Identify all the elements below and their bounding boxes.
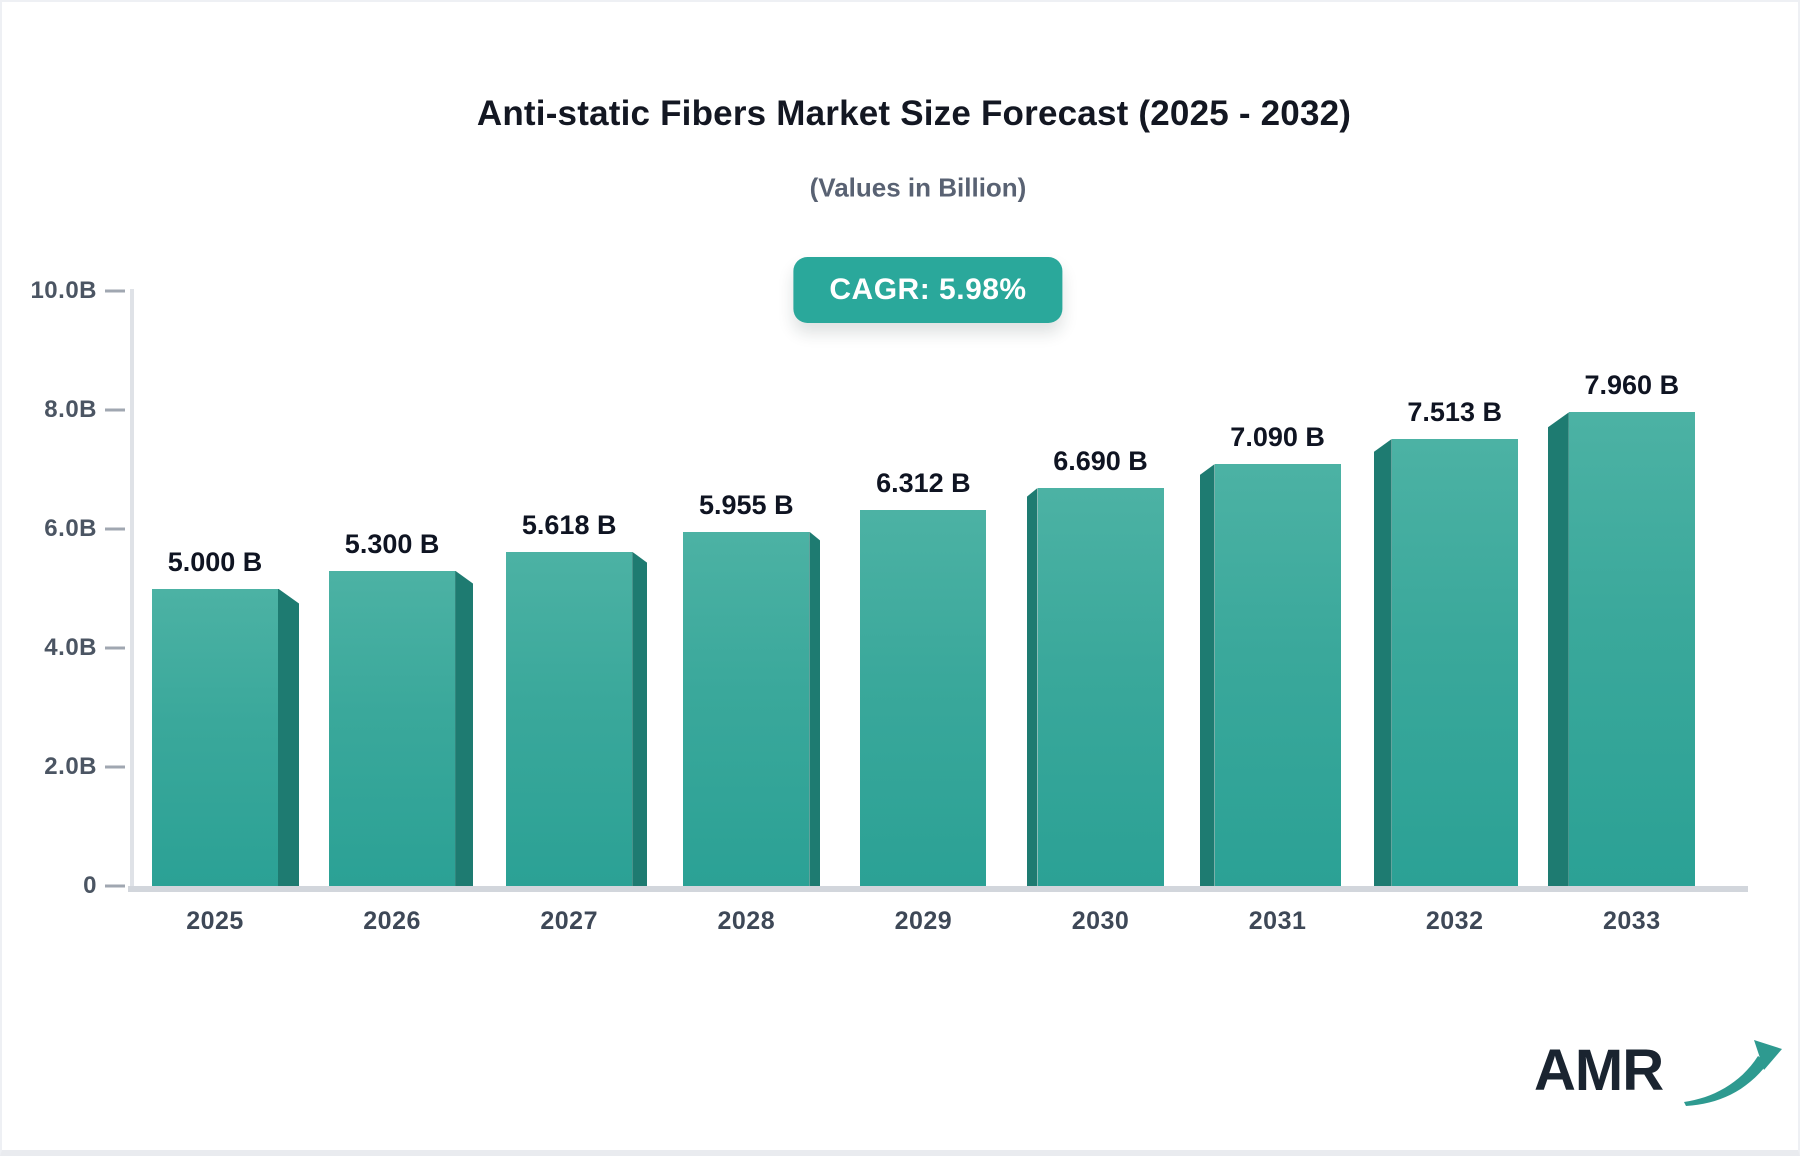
- x-axis-label-2030: 2030: [1071, 907, 1130, 935]
- x-axis-baseline: [128, 886, 1748, 892]
- bar-2027: [506, 551, 633, 886]
- y-tick-mark: [105, 765, 125, 769]
- bar-side-face: [1026, 487, 1038, 886]
- bar-2032: [1391, 438, 1518, 886]
- bar-value-label: 5.000 B: [167, 546, 263, 577]
- bar-value-label: 7.090 B: [1230, 422, 1325, 453]
- bar-value-label: 7.513 B: [1407, 396, 1502, 427]
- y-tick-label: 0: [83, 872, 97, 899]
- y-tick-mark: [105, 646, 125, 650]
- bar-value-label: 5.300 B: [344, 528, 440, 559]
- bar-value-label: 6.312 B: [876, 468, 971, 499]
- x-axis-label-2033: 2033: [1602, 907, 1661, 935]
- y-tick-label: 8.0B: [44, 396, 97, 423]
- bar-side-face: [1373, 438, 1392, 886]
- bar-2030: [1037, 487, 1164, 886]
- bar-2029: [860, 510, 987, 886]
- y-tick-label: 6.0B: [44, 515, 97, 542]
- y-tick-label: 10.0B: [30, 277, 97, 304]
- amr-logo-text: AMR: [1534, 1038, 1664, 1103]
- bar-value-label: 6.690 B: [1053, 445, 1148, 476]
- x-axis-label-2025: 2025: [186, 907, 244, 935]
- cagr-badge: CAGR: 5.98%: [793, 257, 1063, 323]
- y-tick-label: 4.0B: [44, 634, 97, 661]
- y-axis-line: [130, 289, 134, 886]
- y-tick-label: 2.0B: [44, 753, 97, 780]
- x-axis-label-2032: 2032: [1425, 907, 1484, 935]
- bar-2025: [152, 588, 278, 886]
- x-axis-label-2028: 2028: [717, 907, 776, 935]
- y-tick-mark: [105, 884, 125, 888]
- x-axis-label-2026: 2026: [363, 907, 421, 935]
- bar-2026: [329, 570, 456, 886]
- bar-side-face: [1547, 412, 1569, 886]
- chart-subtitle: (Values in Billion): [809, 172, 1027, 203]
- y-tick-mark: [105, 527, 125, 531]
- bar-side-face: [1199, 464, 1215, 886]
- y-tick-mark: [105, 408, 125, 412]
- x-axis-label-2031: 2031: [1248, 907, 1307, 935]
- chart-title: Anti-static Fibers Market Size Forecast …: [476, 94, 1352, 133]
- bar-side-face: [278, 588, 299, 886]
- amr-logo: AMR: [1534, 1038, 1782, 1122]
- bar-value-label: 7.960 B: [1584, 370, 1680, 401]
- bar-value-label: 5.955 B: [699, 489, 794, 520]
- x-axis-label-2027: 2027: [540, 907, 598, 935]
- bar-value-label: 5.618 B: [521, 509, 617, 540]
- amr-logo-arrow-icon: [1684, 1040, 1782, 1106]
- x-axis-label-2029: 2029: [894, 907, 953, 935]
- y-tick-mark: [105, 289, 125, 293]
- bar-side-face: [809, 531, 821, 886]
- bar-2031: [1214, 464, 1341, 886]
- bar-side-face: [455, 570, 474, 886]
- bar-side-face: [632, 551, 648, 886]
- bar-2028: [683, 531, 810, 886]
- bar-2033: [1568, 412, 1695, 886]
